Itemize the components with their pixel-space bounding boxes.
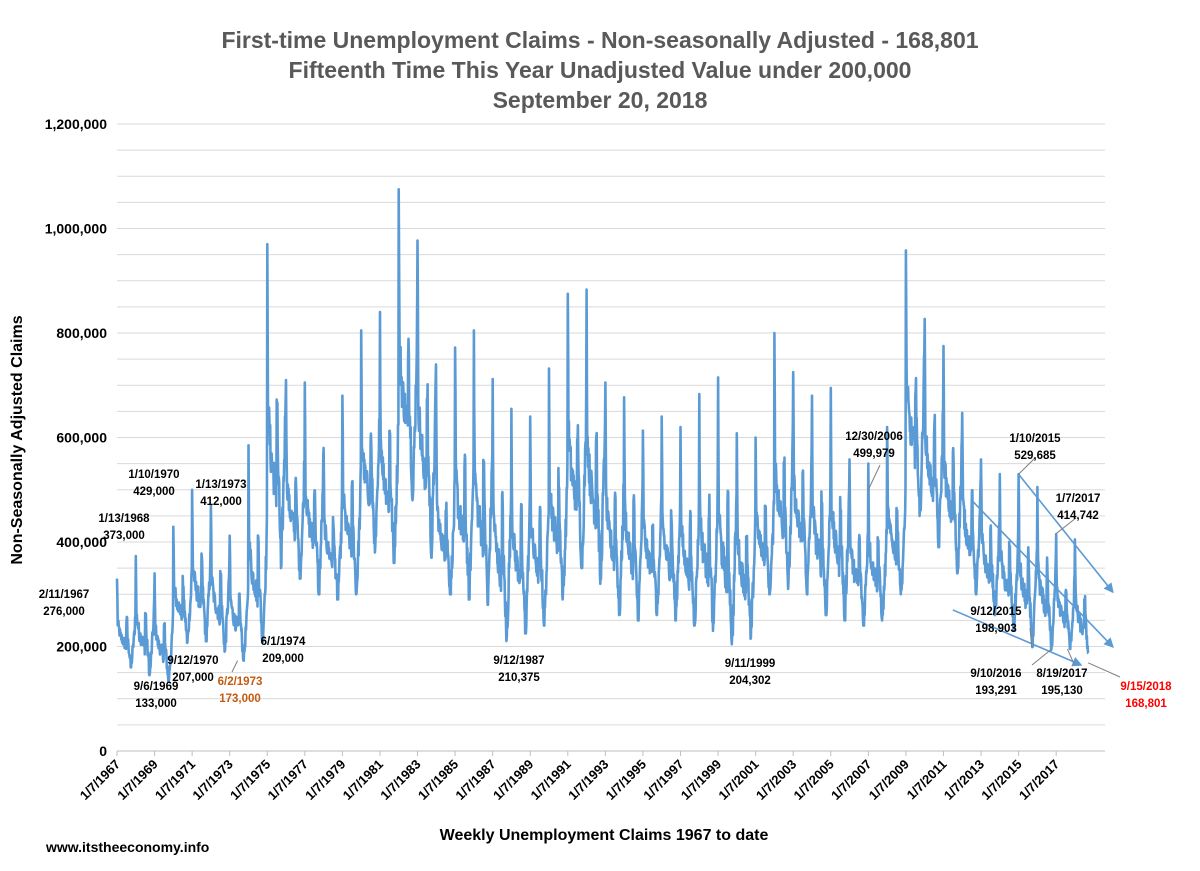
annotation-label: 193,291 <box>975 685 1017 697</box>
annotation-label: 2/11/1967 <box>39 589 90 601</box>
x-tick-label: 1/7/2017 <box>1016 757 1062 803</box>
x-tick-label: 1/7/1967 <box>77 757 123 803</box>
annotation-label: 412,000 <box>200 496 242 508</box>
annotation-label: 168,801 <box>1125 698 1167 710</box>
annotation-leader <box>1087 662 1121 678</box>
annotation-label: 9/6/1969 <box>134 681 179 693</box>
annotation-leader <box>867 464 881 490</box>
annotation-label: 9/12/2015 <box>970 606 1022 618</box>
annotation-label: 276,000 <box>43 606 85 618</box>
x-tick-label: 1/7/2007 <box>828 757 874 803</box>
x-tick-label: 1/7/2005 <box>790 757 836 803</box>
annotation-label: 210,375 <box>498 672 540 684</box>
annotation-label: 195,130 <box>1041 685 1083 697</box>
annotation-leader <box>1029 627 1033 648</box>
annotation-label: 204,302 <box>729 675 771 687</box>
x-tick-label: 1/7/2015 <box>978 757 1024 803</box>
annotation-label: 207,000 <box>172 672 214 684</box>
y-tick-label: 600,000 <box>56 430 107 446</box>
annotation-label: 1/10/1970 <box>128 469 179 481</box>
chart-title-line-1: First-time Unemployment Claims - Non-sea… <box>221 27 978 53</box>
y-tick-label: 400,000 <box>56 534 107 550</box>
y-tick-label: 800,000 <box>56 325 107 341</box>
x-tick-label: 1/7/1977 <box>265 757 311 803</box>
annotation-label: 9/12/1970 <box>167 655 218 667</box>
y-tick-label: 200,000 <box>56 639 107 655</box>
x-axis <box>116 750 1105 756</box>
source-url: www.itstheeconomy.info <box>45 839 209 855</box>
annotation-label: 9/12/1987 <box>493 655 544 667</box>
x-tick-label: 1/7/2013 <box>941 757 987 803</box>
x-tick-label: 1/7/1993 <box>565 757 611 803</box>
x-tick-label: 1/7/1987 <box>452 757 498 803</box>
annotation-label: 6/2/1973 <box>218 676 263 688</box>
y-tick-label: 0 <box>99 743 107 759</box>
x-tick-label: 1/7/1973 <box>189 757 235 803</box>
series-line <box>115 188 1090 683</box>
x-tick-label: 1/7/1991 <box>528 757 574 803</box>
x-tick-label: 1/7/1975 <box>227 757 273 803</box>
x-tick-label: 1/7/1999 <box>678 757 724 803</box>
chart-title-line-3: September 20, 2018 <box>493 87 708 113</box>
annotation-label: 529,685 <box>1014 450 1056 462</box>
annotation-label: 198,903 <box>975 623 1017 635</box>
trend-arrows <box>952 473 1114 667</box>
annotation-label: 209,000 <box>262 653 304 665</box>
annotation-label: 9/11/1999 <box>725 658 776 670</box>
x-tick-label: 1/7/1989 <box>490 757 536 803</box>
x-tick-label: 1/7/1979 <box>302 757 348 803</box>
chart-title-line-2: Fifteenth Time This Year Unadjusted Valu… <box>289 57 912 83</box>
annotation-label: 12/30/2006 <box>845 431 903 443</box>
annotation-leader <box>1054 517 1077 535</box>
annotation-leader <box>1018 457 1036 475</box>
x-tick-label: 1/7/2001 <box>715 757 761 803</box>
annotation-leader <box>1066 648 1075 665</box>
annotation-leader <box>1031 649 1051 666</box>
annotation-label: 1/7/2017 <box>1056 493 1101 505</box>
annotation-label: 1/13/1968 <box>98 513 150 525</box>
trend-arrow <box>952 609 1083 667</box>
annotations: 1/13/1968 373,000 2/11/1967 276,000 9/6/1969… <box>39 431 1172 710</box>
y-axis-ticks: 0 200,000 400,000 600,000 800,000 1,000,000 1,… <box>45 116 108 759</box>
y-tick-label: 1,200,000 <box>45 116 107 132</box>
x-tick-label: 1/7/1997 <box>640 757 686 803</box>
chart-title: First-time Unemployment Claims - Non-sea… <box>221 27 978 113</box>
x-tick-label: 1/7/1995 <box>603 757 649 803</box>
annotation-label: 414,742 <box>1057 510 1099 522</box>
annotation-label: 373,000 <box>103 530 145 542</box>
x-tick-label: 1/7/1969 <box>114 757 160 803</box>
x-tick-label: 1/7/1983 <box>377 757 423 803</box>
annotation-label: 9/15/2018 <box>1120 681 1172 693</box>
x-tick-label: 1/7/2009 <box>866 757 912 803</box>
trend-arrow <box>1017 473 1114 594</box>
annotation-label: 1/13/1973 <box>195 479 246 491</box>
annotation-label: 133,000 <box>135 698 177 710</box>
trend-arrow <box>971 499 1114 648</box>
x-tick-label: 1/7/2003 <box>753 757 799 803</box>
annotation-label: 9/10/2016 <box>970 668 1021 680</box>
gridlines <box>117 123 1105 726</box>
annotation-label: 499,979 <box>853 448 895 460</box>
annotation-label: 173,000 <box>219 693 261 705</box>
y-axis-label: Non-Seasonally Adjusted Claims <box>9 315 26 564</box>
annotation-label: 1/10/2015 <box>1009 433 1061 445</box>
annotation-leader <box>231 660 239 673</box>
x-tick-label: 1/7/1981 <box>340 757 386 803</box>
annotation-label: 429,000 <box>133 486 175 498</box>
x-tick-label: 1/7/1985 <box>415 757 461 803</box>
x-axis-ticks: 1/7/19671/7/19691/7/19711/7/19731/7/1975… <box>77 757 1063 803</box>
x-axis-label: Weekly Unemployment Claims 1967 to date <box>440 827 769 844</box>
annotation-label: 6/1/1974 <box>261 636 306 648</box>
y-tick-label: 1,000,000 <box>45 221 107 237</box>
annotation-label: 8/19/2017 <box>1036 668 1087 680</box>
x-tick-label: 1/7/1971 <box>152 757 198 803</box>
